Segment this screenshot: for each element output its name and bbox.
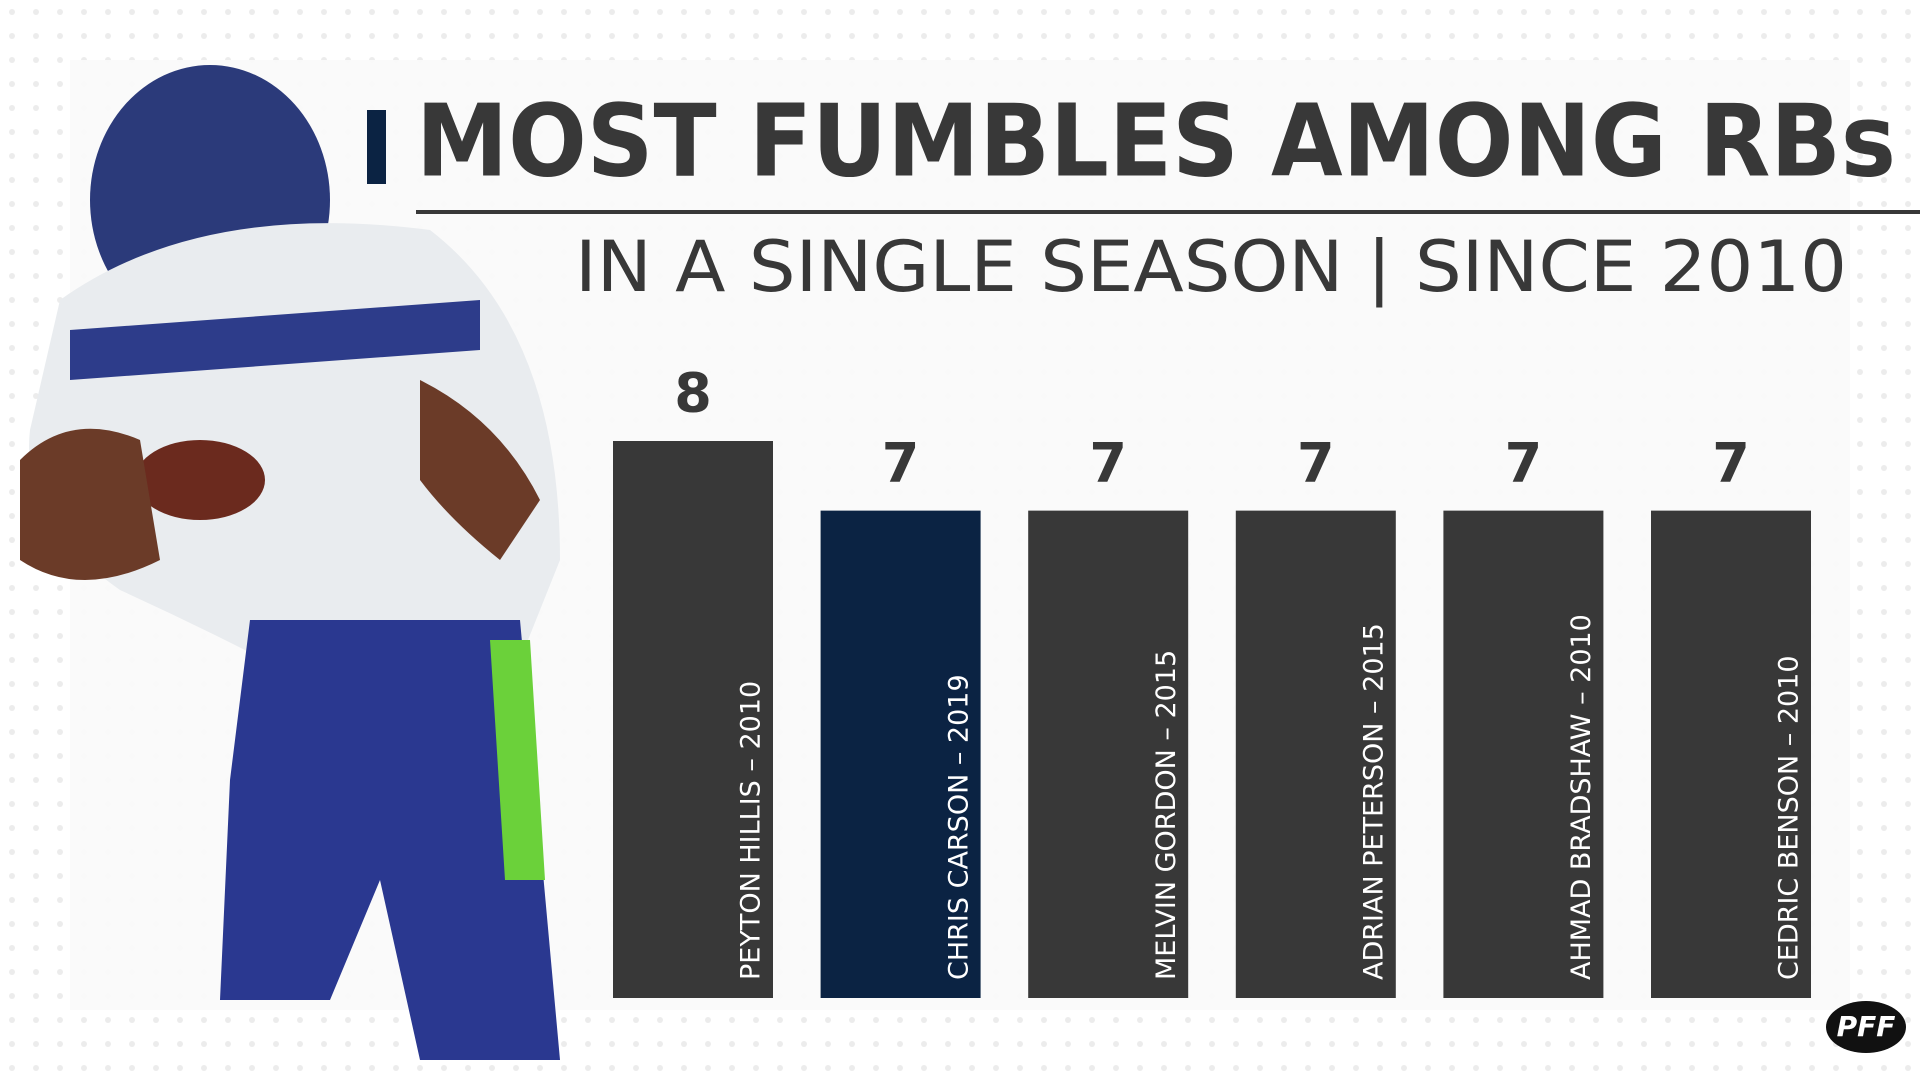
value-label: 7: [1505, 431, 1543, 494]
bar: [820, 510, 981, 998]
bar: [1235, 510, 1396, 998]
value-label: 7: [1089, 431, 1127, 494]
value-label: 7: [882, 431, 920, 494]
logo: PFF: [1826, 1001, 1906, 1053]
bar-label: CHRIS CARSON – 2019: [943, 674, 974, 980]
bar: [1028, 510, 1189, 998]
bar-label: CEDRIC BENSON – 2010: [1774, 655, 1805, 980]
bar-label: PEYTON HILLIS – 2010: [736, 681, 767, 980]
bar-label: AHMAD BRADSHAW – 2010: [1566, 614, 1597, 980]
player-illustration: [20, 65, 561, 1060]
logo-badge: [1826, 1001, 1906, 1053]
value-label: 7: [1712, 431, 1750, 494]
chart-title: MOST FUMBLES AMONG RBs: [416, 82, 1896, 199]
bar: [1651, 510, 1811, 998]
bar: [1443, 510, 1604, 998]
bar-label: MELVIN GORDON – 2015: [1151, 650, 1182, 980]
bar: [613, 441, 773, 998]
logo-text: PFF: [1837, 1010, 1896, 1043]
chart-subtitle: IN A SINGLE SEASON | SINCE 2010: [575, 226, 1847, 308]
value-label: 7: [1297, 431, 1335, 494]
title-marker: [367, 110, 386, 184]
value-label: 8: [674, 362, 712, 425]
bar-label: ADRIAN PETERSON – 2015: [1359, 623, 1390, 980]
